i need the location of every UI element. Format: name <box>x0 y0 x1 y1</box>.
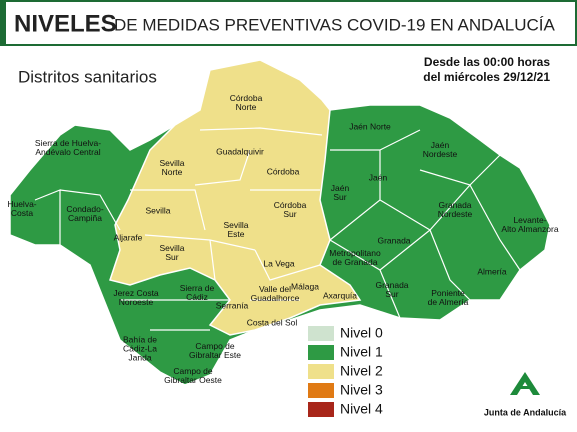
district-label: Alto Almanzora <box>501 224 558 234</box>
district-label: Almería <box>477 266 507 276</box>
legend: Nivel 0 Nivel 1 Nivel 2 Nivel 3 Nivel 4 <box>308 325 383 417</box>
district-label: Sur <box>283 209 296 219</box>
date-note: Desde las 00:00 horas <box>424 55 550 69</box>
district-label: Córdoba <box>267 166 300 176</box>
legend-label: Nivel 4 <box>340 401 383 417</box>
district-label: Janda <box>128 352 151 362</box>
legend-swatch <box>308 364 334 379</box>
header-accent <box>0 0 6 46</box>
legend-label: Nivel 0 <box>340 325 383 341</box>
subtitle: Distritos sanitarios <box>18 67 157 86</box>
district-label: Jaén <box>431 140 450 150</box>
district-label: Poniente <box>431 288 465 298</box>
district-label: Sevilla <box>159 158 184 168</box>
logo-text: Junta de Andalucía <box>484 407 567 417</box>
legend-label: Nivel 2 <box>340 363 383 379</box>
legend-label: Nivel 3 <box>340 382 383 398</box>
district-label: Aljarafe <box>114 232 143 242</box>
legend-swatch <box>308 383 334 398</box>
district-label: Campiña <box>68 213 102 223</box>
legend-swatch <box>308 345 334 360</box>
district-label: Málaga <box>291 281 319 291</box>
district-label: Cádiz <box>186 292 208 302</box>
district-label: Campo de <box>173 366 212 376</box>
district-label: Gibraltar Oeste <box>164 375 222 385</box>
district-label: Córdoba <box>274 200 307 210</box>
district-label: Nordeste <box>438 209 473 219</box>
district-label: Sevilla <box>223 220 248 230</box>
district-label: Norte <box>162 167 183 177</box>
district-label: Sevilla <box>159 243 184 253</box>
district-label: Costa del Sol <box>247 317 298 327</box>
district-label: La Vega <box>263 258 294 268</box>
district-label: Jaén <box>369 172 388 182</box>
district-label: Campo de <box>195 341 234 351</box>
district-label: Axarquía <box>323 290 357 300</box>
district-label: Guadalquivir <box>216 146 264 156</box>
district-label: Levante- <box>513 215 546 225</box>
district-boundaries <box>34 127 521 331</box>
district-label: Sierra de <box>180 283 215 293</box>
district-label: Granada <box>438 200 471 210</box>
district-label: Valle del <box>259 284 291 294</box>
legend-swatch <box>308 402 334 417</box>
district-label: Este <box>227 229 244 239</box>
district-label: Gibraltar Este <box>189 350 241 360</box>
district-label: Jaén <box>331 183 350 193</box>
district-label: Jerez Costa <box>113 288 159 298</box>
legend-label: Nivel 1 <box>340 344 383 360</box>
district-label: Granada <box>377 235 410 245</box>
district-label: Bahía de <box>123 334 157 344</box>
logo-bar <box>520 386 530 389</box>
district-label: Granada <box>375 280 408 290</box>
district-label: Serranía <box>216 300 249 310</box>
logo: Junta de Andalucía <box>484 372 567 417</box>
district-label: Jaén Norte <box>349 121 391 131</box>
map <box>9 59 551 386</box>
legend-swatch <box>308 326 334 341</box>
district-label: Noroeste <box>119 297 154 307</box>
date-note: del miércoles 29/12/21 <box>423 70 550 84</box>
title-rest: DE MEDIDAS PREVENTIVAS COVID-19 EN ANDAL… <box>114 15 556 34</box>
district-label: Huelva- <box>7 199 36 209</box>
district-label: Andévalo Central <box>35 147 100 157</box>
district-label: Sur <box>333 192 346 202</box>
district-label: Norte <box>236 102 257 112</box>
district-label: Condado- <box>66 204 104 214</box>
logo-mark <box>510 372 540 395</box>
district-label: de Granada <box>333 257 378 267</box>
district-label: Cádiz-La <box>123 343 157 353</box>
district-label: Sur <box>165 252 178 262</box>
district-label: Metropolitano <box>329 248 381 258</box>
district-label: Córdoba <box>230 93 263 103</box>
district-label: Sierra de Huelva- <box>35 138 101 148</box>
district-label: Nordeste <box>423 149 458 159</box>
district-label: Sur <box>385 289 398 299</box>
district-label: Guadalhorce <box>251 293 300 303</box>
district-label: Sevilla <box>145 205 170 215</box>
district-label: de Almería <box>428 297 469 307</box>
title-bold: NIVELES <box>14 10 117 37</box>
district-label: Costa <box>11 208 33 218</box>
